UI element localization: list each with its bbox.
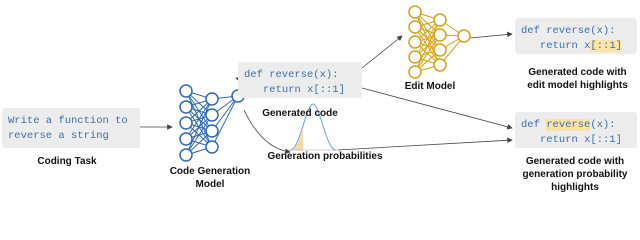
arrow xyxy=(469,31,513,39)
edit-network-node xyxy=(433,43,447,57)
label-line: Generated code with xyxy=(528,67,627,78)
generation-network-node xyxy=(205,92,219,106)
label-line: generation probability xyxy=(522,169,628,180)
edit-network-node xyxy=(433,28,447,42)
generation-network-edge xyxy=(185,114,213,156)
code-text: return x[::1] xyxy=(540,134,622,146)
code-line: reverse a string xyxy=(8,130,109,142)
code-line: return x[::1] xyxy=(521,133,631,148)
edit-output-box: def reverse(x):return x[::1] xyxy=(515,18,637,54)
code-line: return x[::1] xyxy=(244,83,356,98)
generation-network-node xyxy=(179,132,193,146)
generation-network-node xyxy=(179,116,193,130)
code-line: Write a function to xyxy=(8,115,128,127)
label-line: Code Generation xyxy=(169,166,251,177)
edit-network-node xyxy=(457,29,471,43)
edit-network-node xyxy=(408,35,422,49)
edit-network-node xyxy=(408,65,422,79)
generation-network-node xyxy=(179,84,193,98)
edit-network-node xyxy=(433,58,447,72)
edit-network-node xyxy=(408,20,422,34)
coding-task-box: Write a function to reverse a string xyxy=(2,108,140,148)
probability-output-box: def reverse(x): return x[::1] xyxy=(515,112,637,148)
label-line: highlights xyxy=(551,182,599,193)
code-text: return x[::1] xyxy=(263,84,345,96)
code-line: return x[::1] xyxy=(521,39,631,54)
code-text: def reverse(x): xyxy=(244,69,339,81)
label-line: edit model highlights xyxy=(527,80,628,91)
edit-network-node xyxy=(408,5,422,19)
highlighted-code: reverse xyxy=(546,119,591,131)
code-line: def reverse(x): xyxy=(244,68,356,83)
probability-curve xyxy=(289,103,337,151)
label: Code Generation Model xyxy=(160,165,260,191)
edit-network-edge xyxy=(414,34,441,73)
generation-network-node xyxy=(205,108,219,122)
label-line: Model xyxy=(195,179,225,190)
arrow xyxy=(243,109,291,155)
label: Edit Model xyxy=(404,81,456,92)
code-text: return x xyxy=(540,40,591,52)
generation-network-edge xyxy=(211,95,239,132)
code-text: def xyxy=(521,119,547,131)
highlighted-code: [::1] xyxy=(590,40,622,52)
label: Generation probabilities xyxy=(267,151,383,162)
code-text: (x): xyxy=(590,119,616,131)
generation-network-edge xyxy=(185,98,213,140)
label: Generated code xyxy=(262,108,338,119)
generation-network-node xyxy=(205,140,219,154)
generated-code-box: def reverse(x):return x[::1] xyxy=(238,62,362,98)
edit-network-edge xyxy=(414,19,441,73)
label: Generated code with generation probabili… xyxy=(510,155,640,194)
generation-network-node xyxy=(179,100,193,114)
generation-network-edge xyxy=(185,98,213,156)
generation-network-node xyxy=(205,124,219,138)
code-line: def reverse(x): xyxy=(521,118,631,133)
code-text: def reverse(x): xyxy=(521,25,616,37)
edit-network-edge xyxy=(414,19,441,58)
arrow xyxy=(361,87,513,130)
code-line: def reverse(x): xyxy=(521,24,631,39)
label: Generated code with edit model highlight… xyxy=(515,66,640,92)
edit-network-node xyxy=(433,13,447,27)
arrow xyxy=(361,35,403,69)
generation-network-edge xyxy=(211,95,239,148)
label: Coding Task xyxy=(37,156,97,167)
edit-network-node xyxy=(408,50,422,64)
connections xyxy=(140,5,513,162)
probability-shade xyxy=(290,128,303,150)
arrow xyxy=(337,137,513,151)
generation-network-node xyxy=(179,148,193,162)
label-line: Generated code with xyxy=(525,156,625,167)
diagram: Write a function to reverse a string Cod… xyxy=(2,5,640,194)
